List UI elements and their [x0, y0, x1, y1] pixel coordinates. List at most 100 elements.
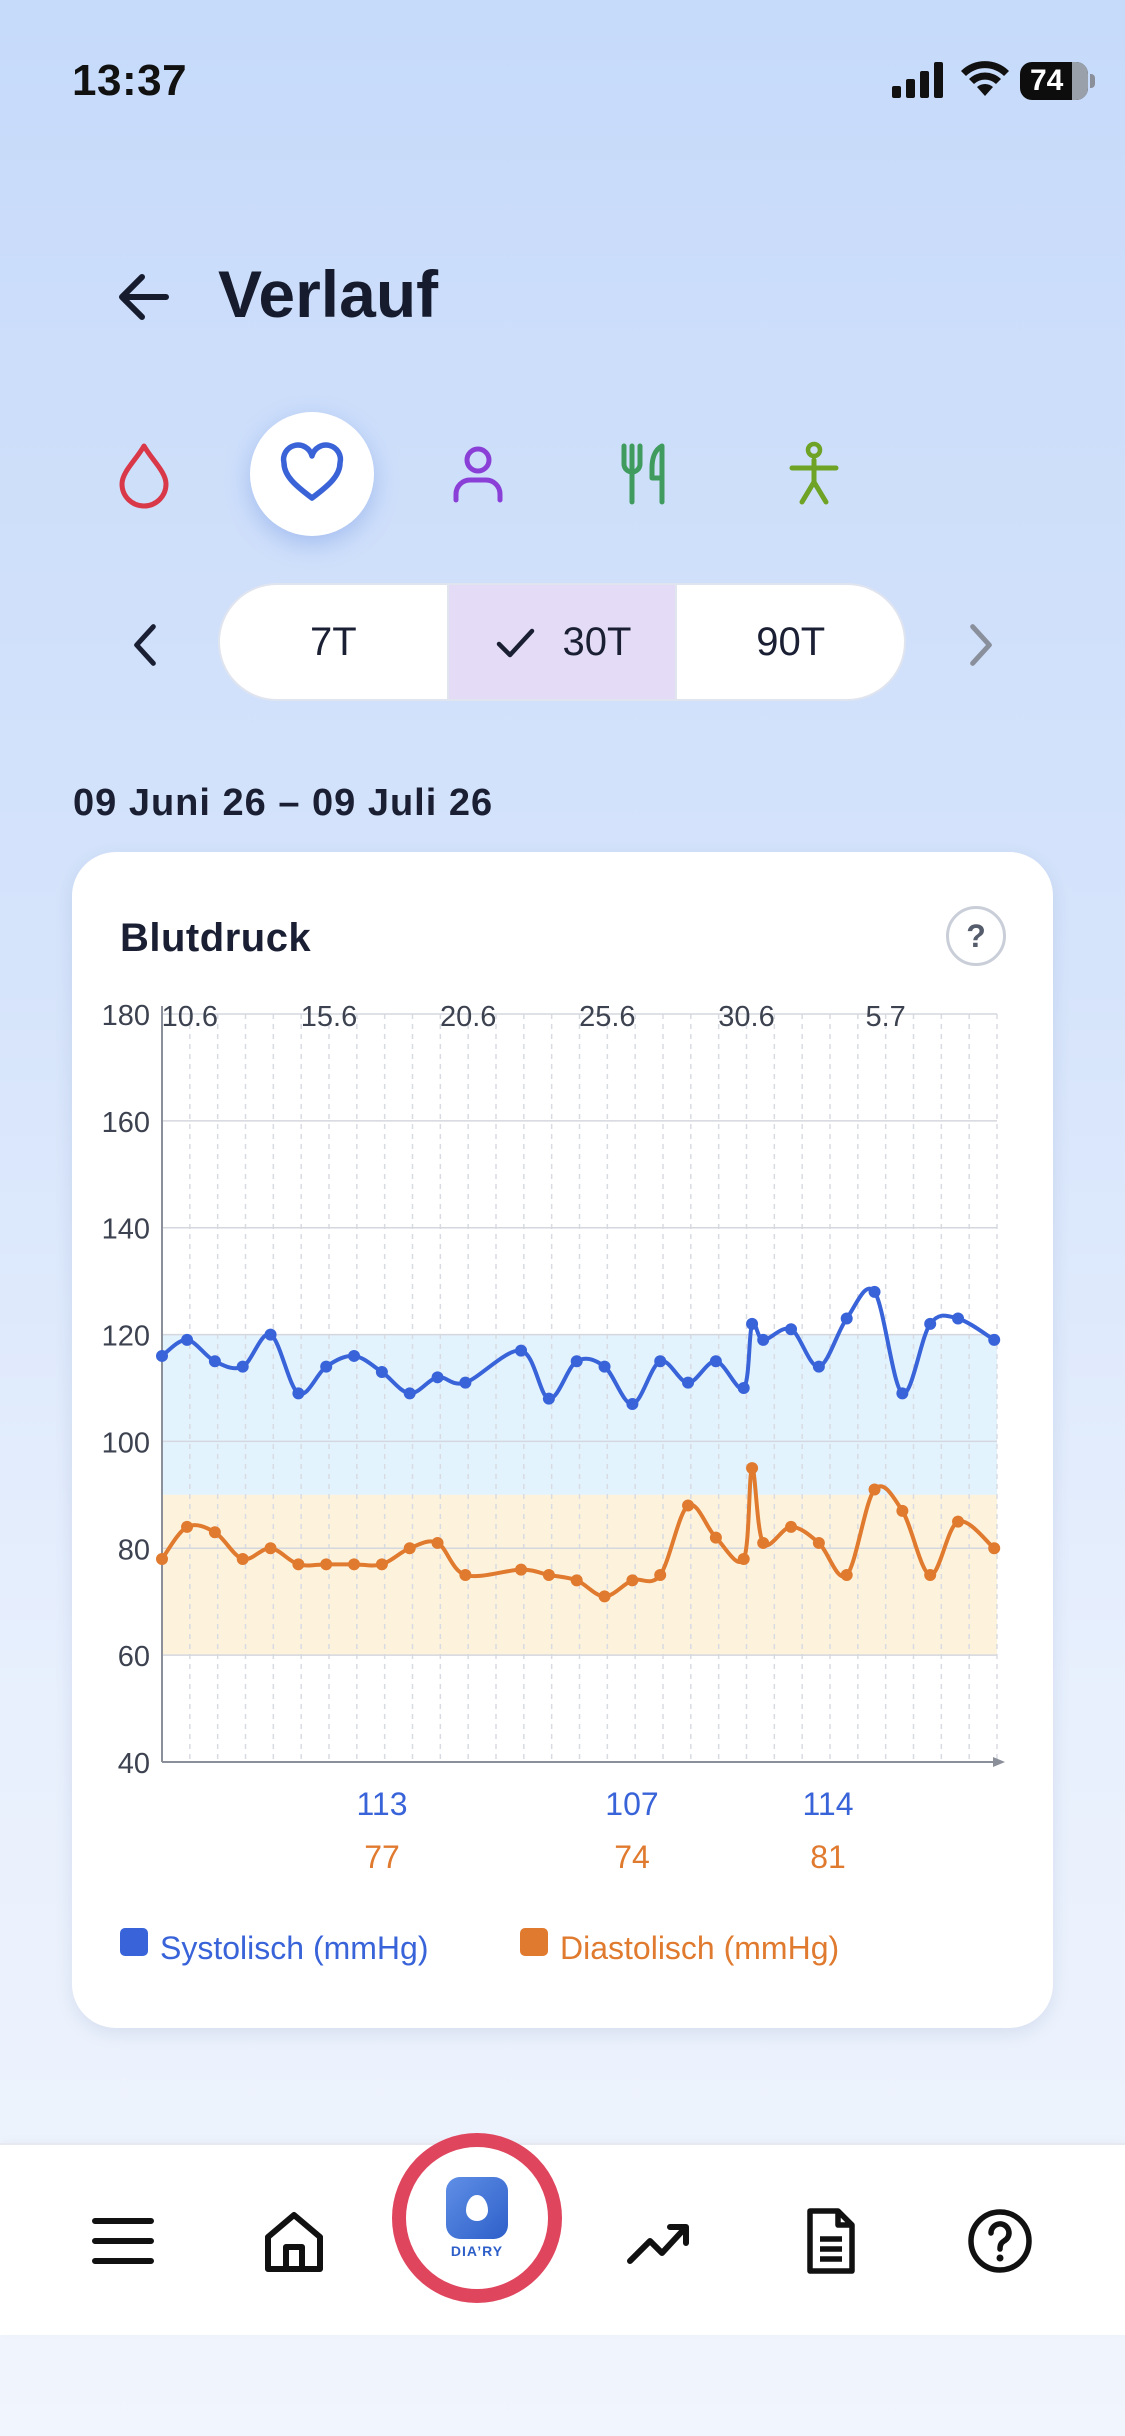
systolic-point — [812, 1360, 825, 1373]
diastolic-point — [737, 1552, 750, 1565]
legend-diastolic[interactable]: Diastolisch (mmHg) — [520, 1927, 839, 1967]
legend-systolic-swatch — [120, 1927, 148, 1956]
chevron-left-icon — [134, 624, 156, 666]
systolic-point — [709, 1355, 722, 1368]
systolic-point — [208, 1355, 221, 1368]
x-tick-label: 15.6 — [301, 1001, 357, 1033]
diastolic-point — [746, 1462, 759, 1475]
home-icon — [265, 2212, 323, 2272]
systolic-point — [264, 1328, 277, 1341]
systolic-point — [236, 1360, 249, 1373]
tab-menu[interactable] — [63, 2145, 183, 2337]
category-activity[interactable] — [752, 412, 876, 536]
period-segmented-control: 7T 30T 90T — [218, 583, 906, 701]
systolic-point — [746, 1317, 759, 1330]
battery-level: 74 — [1030, 64, 1064, 97]
diastolic-point — [840, 1569, 853, 1581]
diastolic-point — [924, 1569, 937, 1581]
trend-icon — [627, 2224, 689, 2264]
back-arrow-icon[interactable] — [110, 262, 180, 332]
chart-help-button[interactable]: ? — [946, 906, 1006, 966]
cellular-signal-icon — [892, 62, 943, 98]
systolic-point — [515, 1344, 528, 1357]
systolic-point — [570, 1355, 583, 1368]
dia-ry-logo: DIA’RY — [435, 2176, 519, 2260]
drop-icon — [119, 443, 169, 509]
diastolic-point — [156, 1552, 168, 1565]
category-blood-pressure[interactable] — [250, 412, 374, 536]
systolic-point — [459, 1376, 472, 1389]
diastolic-point — [375, 1558, 388, 1571]
status-bar: 13:37 74 — [0, 0, 1125, 150]
diastolic-point — [757, 1536, 770, 1549]
diastolic-point — [812, 1536, 825, 1549]
x-tick-label: 5.7 — [866, 1001, 906, 1033]
average-diastolic: 74 — [614, 1839, 650, 1875]
person-icon — [453, 446, 503, 503]
average-diastolic: 81 — [810, 1839, 846, 1875]
y-tick-label: 80 — [118, 1534, 150, 1566]
systolic-point — [320, 1360, 333, 1373]
systolic-point — [988, 1333, 1001, 1346]
card-title: Blutdruck — [120, 916, 312, 960]
menu-icon — [92, 2218, 154, 2264]
diastolic-point — [403, 1542, 416, 1555]
tab-home[interactable] — [234, 2145, 354, 2337]
diastolic-point — [952, 1515, 965, 1528]
diastolic-point — [264, 1542, 277, 1555]
previous-period-button[interactable] — [110, 600, 180, 690]
period-option-30t[interactable]: 30T — [448, 585, 678, 699]
diastolic-point — [626, 1574, 639, 1587]
category-blood-sugar[interactable] — [82, 412, 206, 536]
diastolic-point — [896, 1504, 909, 1517]
period-option-7t[interactable]: 7T — [220, 585, 449, 699]
systolic-point — [737, 1382, 750, 1394]
diastolic-point — [988, 1542, 1001, 1555]
systolic-point — [682, 1376, 695, 1389]
tab-reports[interactable] — [770, 2145, 890, 2337]
systolic-point — [375, 1365, 388, 1378]
diastolic-point — [236, 1552, 249, 1565]
category-nutrition[interactable] — [584, 412, 708, 536]
activity-icon — [789, 441, 839, 505]
next-period-button[interactable] — [946, 600, 1016, 690]
diastolic-point — [598, 1590, 611, 1603]
x-axis-arrow — [993, 1757, 1005, 1767]
help-icon — [968, 2209, 1032, 2273]
page-title: Verlauf — [218, 257, 439, 331]
systolic-point — [896, 1387, 909, 1400]
systolic-point — [403, 1387, 416, 1400]
legend-systolic[interactable]: Systolisch (mmHg) — [120, 1927, 428, 1967]
date-range: 09 Juni 26 – 09 Juli 26 — [73, 782, 494, 824]
tab-trend[interactable] — [600, 2145, 720, 2337]
systolic-point — [181, 1333, 194, 1346]
systolic-point — [598, 1360, 611, 1373]
x-tick-label: 25.6 — [579, 1001, 635, 1033]
blood-pressure-chart: 40 60 80 100 120 140 160 180 10.6 15.6 20.6 25.6 30.… — [102, 1000, 1005, 1875]
systolic-point — [348, 1349, 361, 1362]
diastolic-point — [542, 1569, 555, 1581]
period-option-90t[interactable]: 90T — [756, 619, 826, 664]
diastolic-point — [570, 1574, 583, 1587]
y-tick-label: 140 — [102, 1214, 150, 1246]
average-diastolic: 77 — [364, 1839, 400, 1875]
document-icon — [807, 2208, 855, 2274]
systolic-point — [868, 1285, 881, 1298]
battery-indicator: 74 — [1020, 62, 1095, 100]
systolic-point — [840, 1312, 853, 1325]
heart-icon — [280, 442, 344, 501]
diastolic-point — [868, 1483, 881, 1496]
blood-pressure-card: Blutdruck ? 40 60 80 100 120 140 160 180 10.6 15.… — [72, 852, 1053, 2028]
diastolic-point — [459, 1569, 472, 1581]
y-tick-label: 180 — [102, 1000, 150, 1032]
category-weight[interactable] — [416, 412, 540, 536]
systolic-point — [654, 1355, 667, 1368]
diastolic-point — [515, 1563, 528, 1576]
x-tick-label: 10.6 — [162, 1001, 218, 1033]
legend-diastolic-swatch — [520, 1927, 548, 1956]
tab-dia-ry-home[interactable]: DIA’RY — [392, 2133, 562, 2303]
x-tick-label: 20.6 — [440, 1001, 496, 1033]
tab-help[interactable] — [940, 2145, 1060, 2337]
systolic-point — [757, 1333, 770, 1346]
diastolic-point — [785, 1520, 798, 1533]
